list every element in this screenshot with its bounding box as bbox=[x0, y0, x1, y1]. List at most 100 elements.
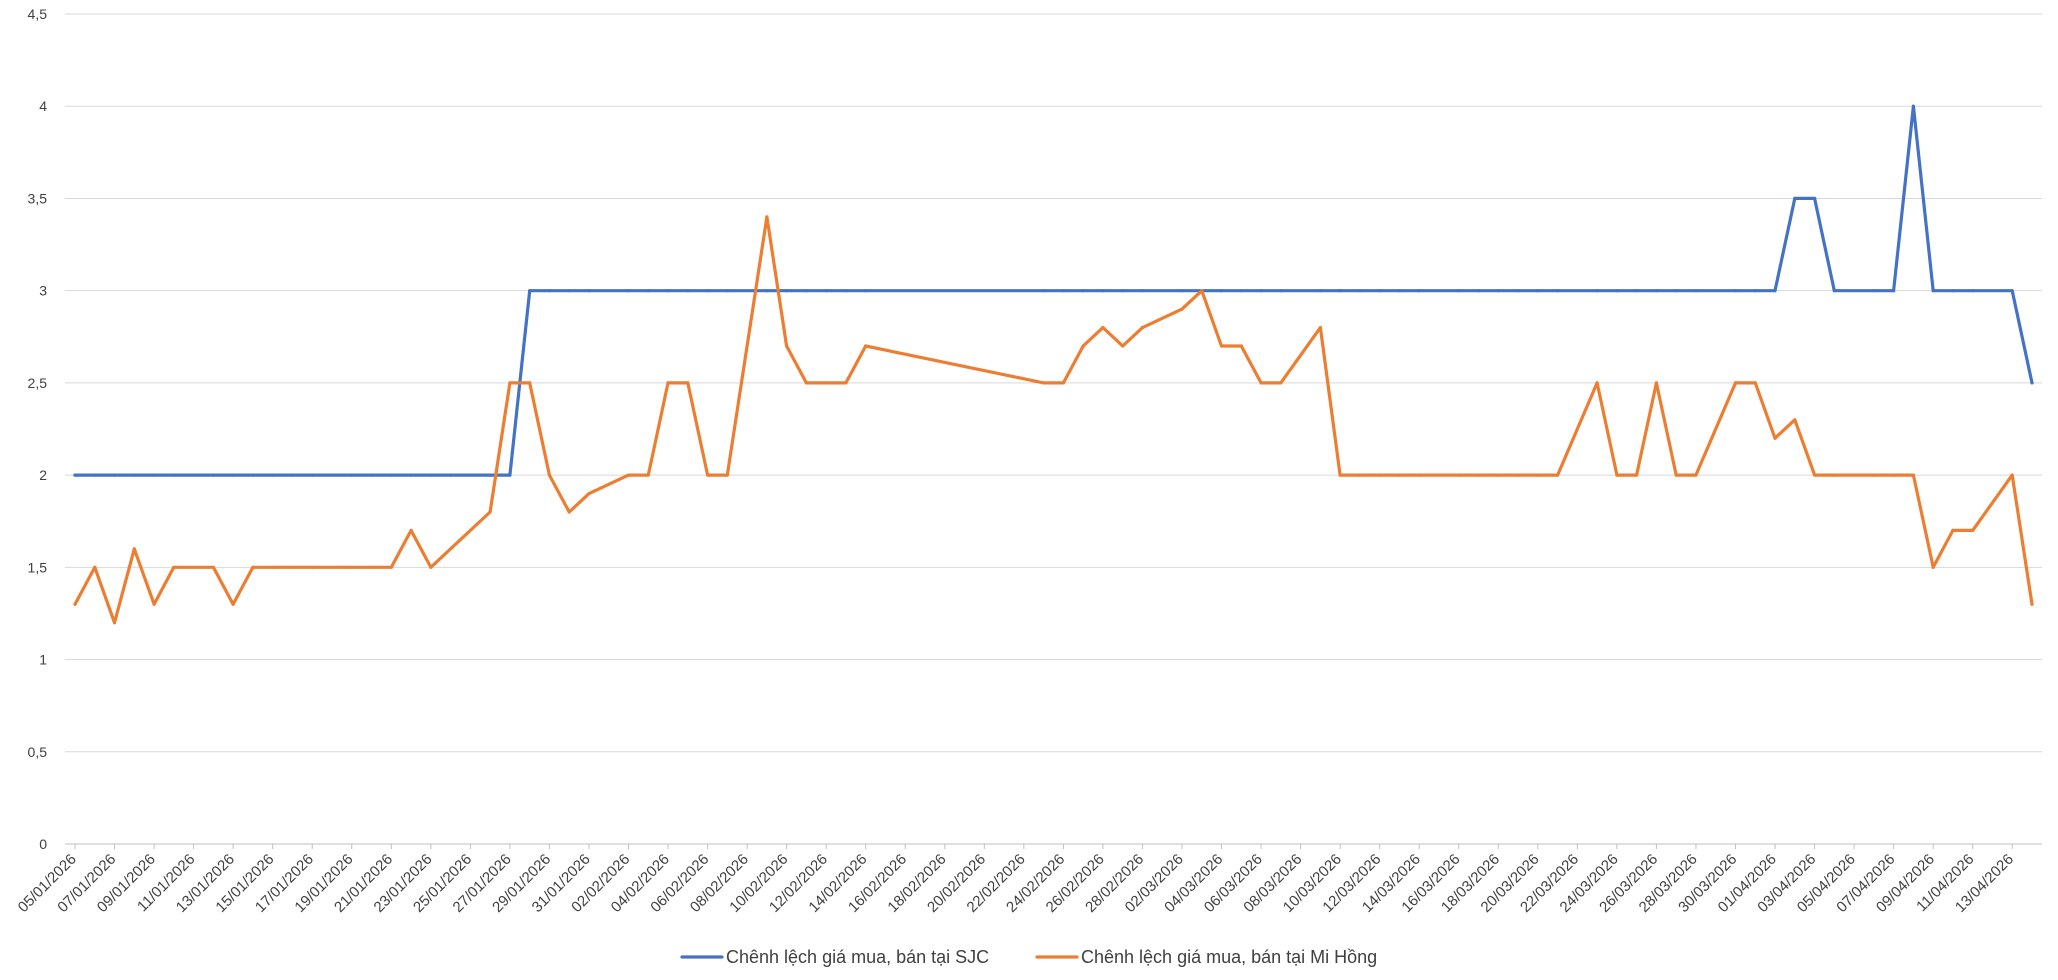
data-point bbox=[785, 289, 789, 293]
data-point bbox=[1536, 289, 1540, 293]
data-point bbox=[1773, 436, 1777, 440]
data-point bbox=[706, 289, 710, 293]
data-point bbox=[1615, 473, 1619, 477]
data-point bbox=[409, 473, 413, 477]
data-point bbox=[1654, 289, 1658, 293]
data-point bbox=[251, 473, 255, 477]
data-point bbox=[666, 381, 670, 385]
data-point bbox=[587, 289, 591, 293]
data-point bbox=[1793, 196, 1797, 200]
y-tick-label: 4 bbox=[39, 98, 47, 114]
data-point bbox=[290, 565, 294, 569]
data-point bbox=[567, 289, 571, 293]
data-point bbox=[1219, 344, 1224, 348]
data-point bbox=[765, 289, 769, 293]
data-point bbox=[1813, 196, 1817, 200]
data-point bbox=[1061, 381, 1065, 385]
data-point bbox=[1694, 473, 1698, 477]
data-point bbox=[864, 344, 868, 348]
legend-label: Chênh lệch giá mua, bán tại SJC bbox=[726, 947, 989, 967]
data-point bbox=[547, 473, 552, 477]
data-point bbox=[1061, 289, 1065, 293]
y-tick-label: 0,5 bbox=[28, 744, 48, 760]
y-tick-label: 3,5 bbox=[28, 190, 48, 206]
data-point bbox=[310, 565, 314, 569]
data-point bbox=[1457, 473, 1461, 477]
data-point bbox=[1753, 381, 1757, 385]
legend: Chênh lệch giá mua, bán tại SJC Chênh lệc… bbox=[680, 947, 1377, 967]
data-point bbox=[528, 289, 532, 293]
data-point bbox=[1219, 289, 1224, 293]
data-point bbox=[389, 473, 393, 477]
data-point bbox=[1279, 289, 1283, 293]
data-point bbox=[290, 473, 294, 477]
data-point bbox=[112, 473, 117, 477]
data-point bbox=[1476, 289, 1481, 293]
data-point bbox=[587, 492, 591, 496]
data-point bbox=[567, 510, 571, 514]
data-point bbox=[1338, 289, 1342, 293]
data-point bbox=[93, 565, 97, 569]
data-point bbox=[1931, 289, 1935, 293]
data-point bbox=[1813, 473, 1817, 477]
series-line-mi-hong bbox=[73, 215, 2034, 625]
data-point bbox=[488, 510, 492, 514]
data-point bbox=[686, 381, 690, 385]
data-point bbox=[824, 289, 828, 293]
data-point bbox=[1674, 289, 1678, 293]
y-tick-label: 1 bbox=[39, 652, 47, 668]
data-point bbox=[1378, 289, 1382, 293]
plot-area bbox=[73, 104, 2034, 625]
series-line-sjc bbox=[73, 104, 2034, 477]
data-point bbox=[429, 473, 433, 477]
data-point bbox=[765, 215, 769, 219]
data-point bbox=[1832, 473, 1836, 477]
data-point bbox=[626, 473, 631, 477]
data-point bbox=[350, 473, 354, 477]
data-point bbox=[1259, 289, 1263, 293]
data-point bbox=[73, 602, 77, 606]
data-point bbox=[1279, 381, 1283, 385]
data-point bbox=[132, 547, 136, 551]
data-point bbox=[152, 473, 156, 477]
data-point bbox=[1417, 289, 1421, 293]
data-point bbox=[369, 565, 374, 569]
data-point bbox=[369, 473, 374, 477]
data-point bbox=[1654, 381, 1658, 385]
data-point bbox=[1733, 289, 1738, 293]
data-point bbox=[1140, 326, 1145, 330]
data-point bbox=[785, 344, 789, 348]
y-tick-label: 0 bbox=[39, 836, 47, 852]
data-point bbox=[1397, 289, 1401, 293]
data-point bbox=[251, 565, 255, 569]
data-point bbox=[1476, 473, 1481, 477]
data-point bbox=[1239, 289, 1243, 293]
x-axis-ticks: 05/01/202607/01/202609/01/202611/01/2026… bbox=[15, 844, 2017, 916]
data-point bbox=[409, 528, 413, 533]
data-point bbox=[1595, 289, 1599, 293]
data-point bbox=[1516, 473, 1520, 477]
data-point bbox=[172, 565, 176, 569]
data-point bbox=[488, 473, 492, 477]
data-point bbox=[1931, 565, 1935, 569]
y-tick-label: 4,5 bbox=[28, 6, 48, 22]
data-point bbox=[2030, 602, 2034, 606]
data-point bbox=[804, 289, 809, 293]
data-point bbox=[152, 602, 156, 606]
data-point bbox=[646, 289, 650, 293]
data-point bbox=[626, 289, 631, 293]
data-point bbox=[1042, 289, 1046, 293]
data-point bbox=[1397, 473, 1401, 477]
data-point bbox=[864, 289, 868, 293]
data-point bbox=[1259, 381, 1263, 385]
data-point bbox=[804, 381, 809, 385]
data-point bbox=[1358, 289, 1362, 293]
data-point bbox=[1338, 473, 1342, 477]
data-point bbox=[1378, 473, 1382, 477]
legend-item-mi-hong: Chênh lệch giá mua, bán tại Mi Hồng bbox=[1035, 947, 1377, 967]
data-point bbox=[1872, 473, 1876, 477]
data-point bbox=[844, 289, 848, 293]
data-point bbox=[1318, 289, 1322, 293]
